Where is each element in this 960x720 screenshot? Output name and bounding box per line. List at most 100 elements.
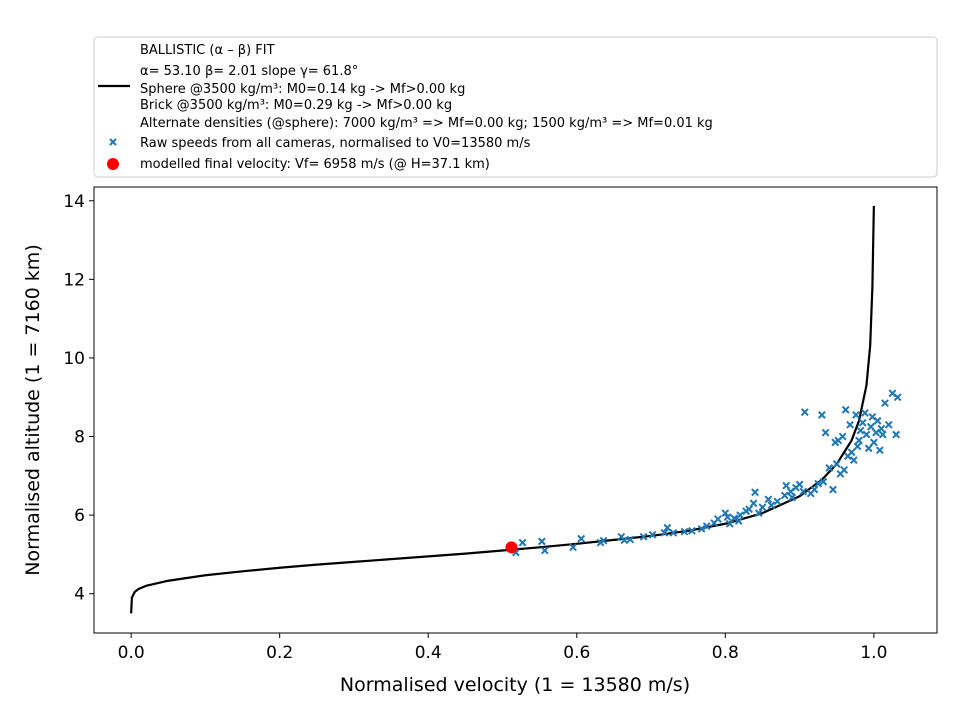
raw-speed-point <box>821 428 830 437</box>
raw-speed-point <box>767 501 776 510</box>
raw-speed-point <box>569 543 577 552</box>
x-tick-label: 0.0 <box>118 643 145 663</box>
raw-speed-point <box>841 405 850 414</box>
plot-area: 0.0 0.2 0.4 0.6 0.8 1.0 4 6 8 10 12 14 <box>63 186 938 663</box>
raw-speed-point <box>855 436 863 445</box>
raw-speed-point <box>819 477 828 486</box>
raw-speed-point <box>599 536 608 545</box>
x-axis: 0.0 0.2 0.4 0.6 0.8 1.0 <box>118 633 887 663</box>
raw-speed-point <box>864 444 873 453</box>
raw-speed-point <box>782 481 791 490</box>
raw-speed-point <box>745 505 753 514</box>
raw-speed-point <box>866 422 875 431</box>
legend-fit-line-1: BALLISTIC (α – β) FIT <box>140 43 275 58</box>
raw-speed-point <box>680 527 689 536</box>
raw-speed-point <box>800 408 809 417</box>
raw-speed-point <box>648 530 657 539</box>
raw-speed-point <box>840 466 849 474</box>
legend-fit-line-4: Brick @3500 kg/m³: M0=0.29 kg -> Mf>0.00… <box>140 98 452 113</box>
series-2 <box>505 541 518 554</box>
y-tick-label: 4 <box>74 585 85 605</box>
y-axis-label: Normalised altitude (1 = 7160 km) <box>22 244 44 575</box>
raw-speed-point <box>754 509 763 518</box>
final-velocity-point <box>505 541 518 554</box>
series-layer <box>130 205 902 614</box>
raw-speed-point <box>734 517 743 525</box>
raw-speed-point <box>788 493 797 502</box>
legend-final-velocity-marker <box>107 158 119 170</box>
raw-speed-point <box>713 515 722 523</box>
raw-speed-point <box>749 499 758 508</box>
raw-speed-point <box>838 432 847 441</box>
raw-speed-point <box>639 532 648 541</box>
raw-speed-point <box>687 526 696 535</box>
fit-curve-line <box>130 205 875 614</box>
raw-speed-point <box>878 430 887 439</box>
raw-speed-point <box>893 393 902 402</box>
raw-speed-point <box>669 528 678 537</box>
raw-speed-point <box>829 485 837 494</box>
x-tick-label: 1.0 <box>860 643 887 663</box>
legend-fit-line-3: Sphere @3500 kg/m³: M0=0.14 kg -> Mf>0.0… <box>140 82 465 97</box>
raw-speed-point <box>764 495 773 504</box>
raw-speed-point <box>577 534 586 543</box>
raw-speed-point <box>620 536 629 545</box>
raw-speed-point <box>780 491 789 500</box>
raw-speed-point <box>852 411 860 419</box>
raw-speed-point <box>721 509 730 518</box>
legend-raw-speeds-label: Raw speeds from all cameras, normalised … <box>140 136 531 151</box>
x-tick-label: 0.8 <box>712 643 739 663</box>
raw-speed-point <box>847 448 856 457</box>
plot-frame <box>93 186 938 634</box>
raw-speed-point <box>869 438 878 447</box>
raw-speed-point <box>660 528 669 537</box>
y-tick-label: 10 <box>63 349 85 369</box>
raw-speed-point <box>875 446 884 455</box>
raw-speed-point <box>861 409 869 417</box>
y-tick-label: 8 <box>74 428 85 448</box>
series-0 <box>130 205 875 614</box>
x-tick-label: 0.2 <box>266 643 293 663</box>
raw-speed-point <box>518 538 527 547</box>
raw-speed-point <box>810 485 819 494</box>
y-tick-label: 12 <box>63 270 85 290</box>
raw-speed-point <box>751 488 759 497</box>
raw-speed-point <box>877 424 886 433</box>
raw-speed-point <box>702 522 711 531</box>
legend-frame <box>93 36 938 178</box>
raw-speed-point <box>773 497 782 506</box>
raw-speed-point <box>873 416 882 425</box>
raw-speed-point <box>795 480 804 489</box>
raw-speed-point <box>849 456 858 465</box>
raw-speed-point <box>540 546 549 555</box>
raw-speed-point <box>758 503 767 512</box>
x-tick-label: 0.6 <box>563 643 590 663</box>
raw-speed-point <box>730 514 739 523</box>
raw-speed-point <box>697 524 706 533</box>
x-tick-label: 0.4 <box>415 643 442 663</box>
raw-speed-point <box>537 537 546 546</box>
raw-speed-point <box>736 511 745 520</box>
raw-speed-point <box>832 460 841 468</box>
raw-speed-point <box>884 420 893 429</box>
y-tick-label: 14 <box>63 192 85 212</box>
raw-speed-point <box>799 487 808 496</box>
legend-fit-line-5: Alternate densities (@sphere): 7000 kg/m… <box>140 116 713 131</box>
raw-speed-point <box>825 464 834 472</box>
legend: BALLISTIC (α – β) FIT α= 53.10 β= 2.01 s… <box>93 36 938 178</box>
series-1 <box>511 389 902 557</box>
raw-speed-point <box>846 420 855 429</box>
raw-speed-point <box>856 426 865 435</box>
legend-raw-speeds-marker <box>109 138 117 146</box>
raw-speed-point <box>858 418 867 427</box>
y-tick-label: 6 <box>74 506 85 526</box>
legend-fit-line-2: α= 53.10 β= 2.01 slope γ= 61.8° <box>140 64 358 79</box>
raw-speed-point <box>862 430 871 439</box>
raw-speed-point <box>814 479 823 488</box>
raw-speed-point <box>892 430 901 439</box>
raw-speed-point <box>626 535 635 544</box>
raw-speed-point <box>853 442 862 451</box>
raw-speed-point <box>881 399 889 408</box>
raw-speed-point <box>663 523 672 532</box>
